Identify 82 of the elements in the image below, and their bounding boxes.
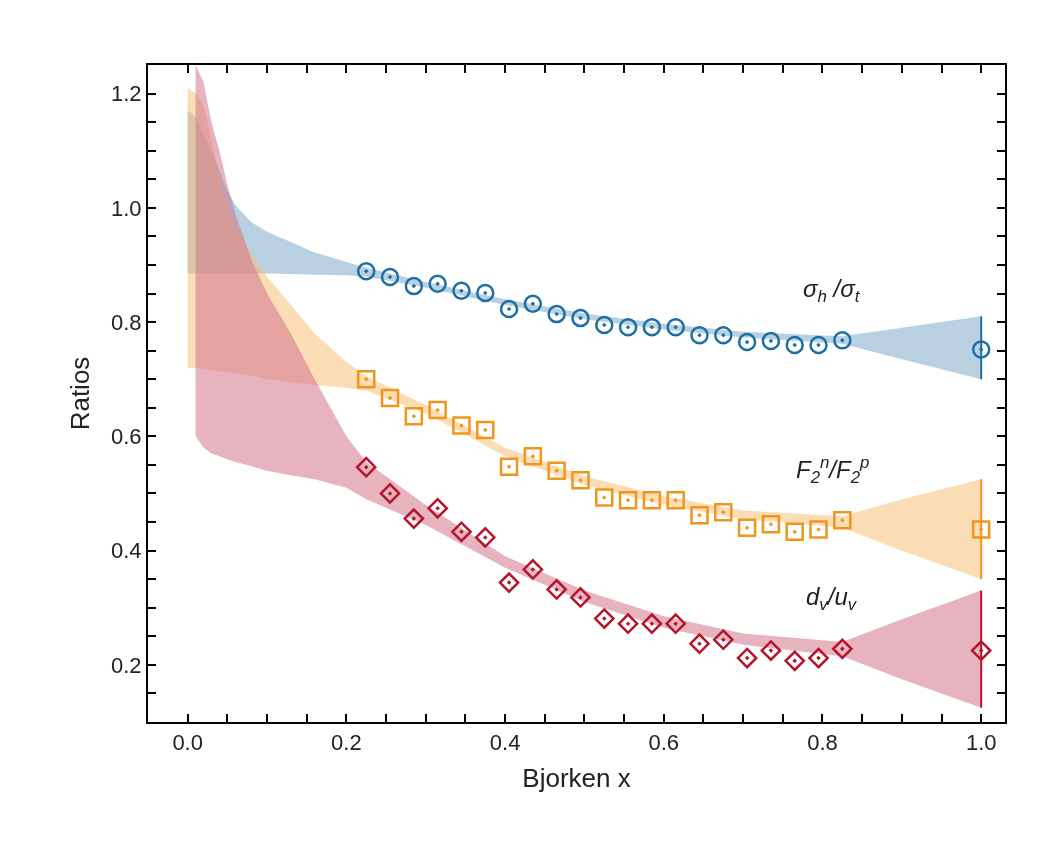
series-label: d$_{v}$/u$_{v}$ (806, 583, 858, 615)
point (593, 608, 615, 629)
point (712, 629, 734, 651)
point (665, 613, 687, 635)
point (714, 503, 733, 522)
point (403, 508, 425, 529)
y-tick-label: 1.0 (111, 195, 142, 221)
point (571, 471, 590, 490)
point (476, 420, 495, 440)
point (547, 461, 566, 480)
point (760, 640, 782, 661)
point (522, 559, 544, 580)
point (736, 647, 758, 669)
point (546, 579, 568, 600)
point (666, 317, 685, 337)
point (737, 518, 757, 538)
point (380, 267, 400, 287)
point (808, 647, 829, 669)
y-tick-label: 0.2 (111, 652, 142, 678)
point (428, 400, 447, 420)
point (761, 331, 781, 351)
y-axis-title: Ratios (64, 356, 95, 431)
point (761, 515, 781, 534)
point (617, 613, 639, 635)
point (642, 491, 662, 510)
x-tick-label: 0.0 (172, 730, 203, 756)
point (379, 483, 401, 504)
x-axis-title: Bjorken x (522, 762, 631, 793)
point (451, 521, 472, 543)
point (474, 527, 496, 548)
point (499, 457, 519, 476)
point (595, 488, 614, 507)
point (690, 505, 709, 525)
point (452, 281, 471, 300)
point (831, 638, 853, 660)
y-tick-label: 0.8 (111, 309, 142, 335)
point (404, 407, 424, 426)
point (833, 331, 852, 350)
point (571, 308, 590, 328)
point (452, 416, 471, 435)
point (737, 332, 757, 352)
y-tick-label: 0.6 (111, 424, 142, 450)
x-tick-label: 0.8 (807, 730, 838, 756)
point (690, 325, 709, 345)
point (499, 299, 519, 319)
point (356, 369, 376, 389)
x-tick-label: 1.0 (965, 730, 997, 756)
x-tick-label: 0.6 (648, 730, 680, 756)
point (523, 294, 543, 314)
point (355, 456, 377, 478)
point (689, 633, 710, 655)
point (833, 511, 852, 530)
x-tick-label: 0.4 (489, 730, 521, 756)
point (570, 587, 591, 608)
point (547, 304, 566, 324)
point (809, 335, 828, 355)
point (523, 447, 543, 466)
point (785, 335, 804, 355)
point (642, 317, 662, 337)
point (970, 640, 992, 661)
point (784, 650, 806, 672)
point (428, 274, 447, 294)
point (356, 261, 376, 281)
y-tick-label: 1.2 (111, 81, 142, 107)
point (498, 572, 520, 593)
point (785, 522, 804, 542)
point (618, 491, 638, 510)
point (618, 317, 638, 337)
series-label: σ$_{h}$ /σ$_{t}$ (803, 275, 861, 307)
point (641, 613, 663, 635)
point (971, 520, 991, 539)
point (714, 325, 733, 345)
point (427, 497, 448, 519)
y-tick-label: 0.4 (111, 538, 142, 564)
point (476, 283, 495, 303)
point (666, 491, 685, 510)
point (404, 276, 424, 296)
point (380, 388, 400, 408)
x-tick-label: 0.2 (331, 730, 362, 756)
point (595, 315, 614, 335)
point (971, 340, 991, 359)
point (809, 520, 828, 539)
